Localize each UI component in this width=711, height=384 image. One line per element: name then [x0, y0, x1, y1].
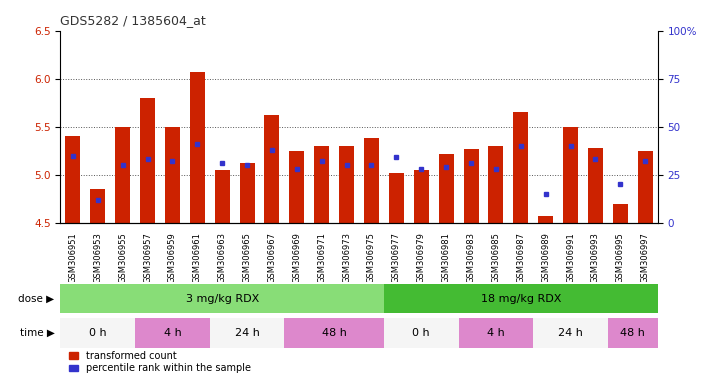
Bar [389, 173, 404, 223]
Bar [115, 127, 130, 223]
Bar [264, 115, 279, 223]
Bar [414, 170, 429, 223]
Text: 24 h: 24 h [235, 328, 260, 338]
Bar [240, 163, 255, 223]
Bar [638, 151, 653, 223]
Bar [464, 149, 479, 223]
Bar [588, 148, 603, 223]
Text: 4 h: 4 h [487, 328, 505, 338]
Bar [513, 112, 528, 223]
Legend: transformed count, percentile rank within the sample: transformed count, percentile rank withi… [65, 347, 255, 377]
Bar [364, 138, 379, 223]
Bar [538, 216, 553, 223]
Text: 3 mg/kg RDX: 3 mg/kg RDX [186, 293, 259, 304]
Bar [65, 136, 80, 223]
Bar [314, 146, 329, 223]
Text: 18 mg/kg RDX: 18 mg/kg RDX [481, 293, 561, 304]
Bar [339, 146, 354, 223]
Bar [439, 154, 454, 223]
Bar [289, 151, 304, 223]
Text: GDS5282 / 1385604_at: GDS5282 / 1385604_at [60, 14, 206, 27]
Text: time ▶: time ▶ [20, 328, 55, 338]
Text: 0 h: 0 h [412, 328, 430, 338]
Text: 4 h: 4 h [164, 328, 181, 338]
Bar [165, 127, 180, 223]
Bar [140, 98, 155, 223]
Text: 24 h: 24 h [558, 328, 583, 338]
Bar [190, 72, 205, 223]
Bar [613, 204, 628, 223]
Text: dose ▶: dose ▶ [18, 293, 55, 304]
Bar [90, 189, 105, 223]
Text: 48 h: 48 h [621, 328, 645, 338]
Text: 48 h: 48 h [322, 328, 346, 338]
Bar [563, 127, 578, 223]
Bar [488, 146, 503, 223]
Text: 0 h: 0 h [89, 328, 107, 338]
Bar [215, 170, 230, 223]
